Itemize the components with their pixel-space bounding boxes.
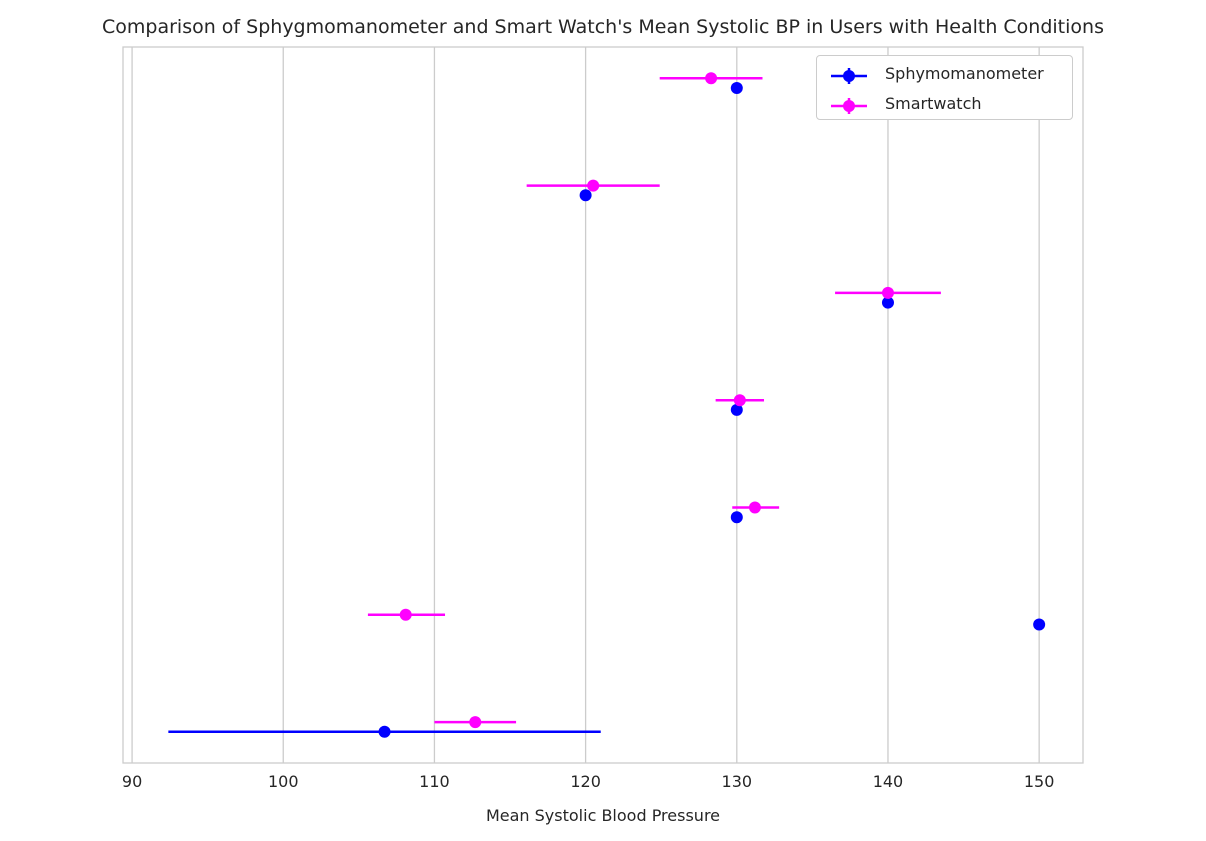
x-tick-label: 150 — [1024, 772, 1055, 791]
sphygmomanometer-point — [579, 189, 592, 202]
smartwatch-point — [399, 608, 412, 621]
smartwatch-point — [733, 394, 746, 407]
legend-item-smartwatch: Smartwatch — [817, 90, 1072, 118]
legend-label-smartwatch: Smartwatch — [885, 94, 982, 113]
x-tick-label: 140 — [873, 772, 904, 791]
sphygmomanometer-point — [730, 82, 743, 94]
legend-marker-smartwatch — [831, 98, 867, 114]
legend-label-sphygmomanometer: Sphymomanometer — [885, 64, 1044, 83]
x-tick-label: 120 — [570, 772, 601, 791]
legend-marker-sphygmomanometer — [831, 68, 867, 84]
plot-frame — [122, 46, 1084, 764]
smartwatch-point — [587, 179, 600, 192]
smartwatch-point — [469, 716, 482, 729]
legend-item-sphygmomanometer: Sphymomanometer — [817, 60, 1072, 88]
data-marks — [168, 72, 1046, 738]
sphygmomanometer-point — [730, 511, 743, 524]
smartwatch-point — [705, 72, 718, 85]
smartwatch-point — [881, 286, 894, 299]
sphygmomanometer-point — [378, 725, 391, 738]
chart-title: Comparison of Sphygmomanometer and Smart… — [102, 16, 1104, 38]
x-axis-label: Mean Systolic Blood Pressure — [486, 806, 720, 825]
x-tick-label: 110 — [419, 772, 450, 791]
smartwatch-point — [748, 501, 761, 514]
sphygmomanometer-point — [881, 296, 894, 309]
x-tick-labels: 90 100 110 120 130 140 150 — [122, 772, 1055, 791]
grid-lines — [131, 47, 1040, 763]
legend: Sphymomanometer Smartwatch — [816, 55, 1073, 120]
x-tick-label: 90 — [122, 772, 142, 791]
sphygmomanometer-point — [730, 403, 743, 416]
x-tick-label: 100 — [268, 772, 299, 791]
x-tick-label: 130 — [722, 772, 753, 791]
sphygmomanometer-point — [1033, 618, 1046, 631]
